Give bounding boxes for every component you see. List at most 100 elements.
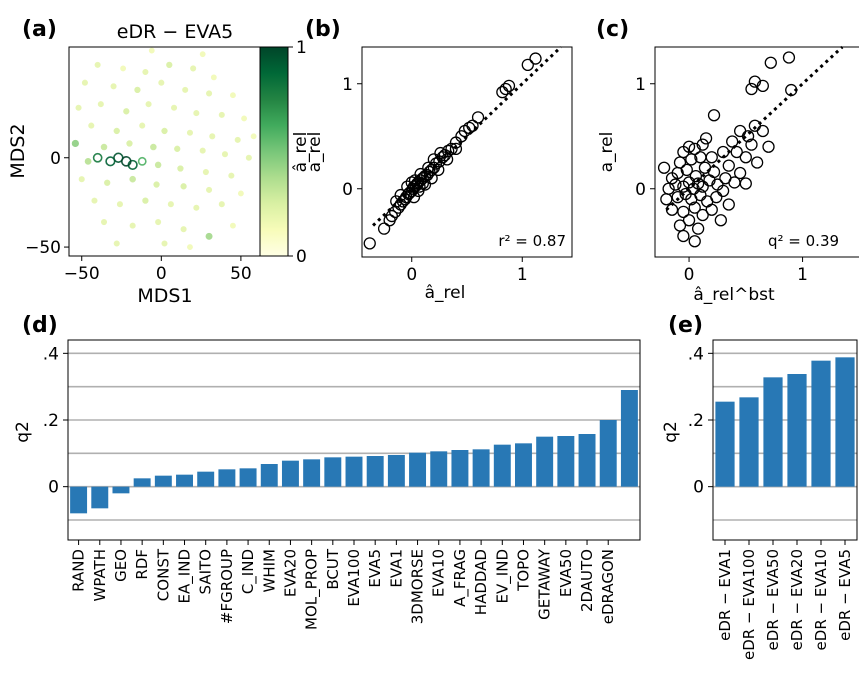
panel-label-a: (a) — [22, 17, 57, 42]
pd-category-label: EVA5 — [366, 549, 384, 588]
mds-point — [137, 156, 147, 166]
pd-category-label: RDF — [133, 549, 151, 580]
mds-point — [161, 240, 168, 247]
pc-ytick-label: 1 — [635, 75, 646, 95]
mds-point — [199, 51, 206, 58]
pd-bar — [218, 469, 236, 487]
mds-point — [100, 143, 108, 151]
panel-c-identity-line — [665, 45, 844, 211]
pd-category-label: EA_IND — [176, 549, 195, 603]
pe-ytick-label: .2 — [688, 411, 704, 431]
pd-bar — [387, 455, 405, 487]
pe-category-label: eDR − EVA10 — [812, 549, 830, 650]
scatter-point — [442, 144, 455, 158]
pd-bar — [599, 420, 617, 487]
mds-point — [145, 101, 152, 108]
pd-bar — [70, 486, 88, 514]
panel-d-bar-chart: 0 .2 .4 RAND WPATH GEO RDF CONST EA_IND SAITO #FG… — [13, 339, 641, 630]
mds-point — [218, 111, 225, 118]
pd-bar — [91, 486, 109, 509]
scatter-point — [466, 119, 479, 132]
pd-category-label: EVA1 — [387, 549, 405, 588]
pd-category-label: eDRAGON — [599, 549, 617, 624]
pd-bar — [472, 449, 490, 487]
panel-d-frame — [67, 339, 641, 541]
scatter-point — [385, 209, 398, 223]
panel-c-ylabel: a_rel — [597, 132, 617, 173]
pd-category-label: GEO — [112, 549, 130, 582]
mds-point — [81, 79, 88, 86]
mds-point — [237, 190, 244, 197]
mds-point — [245, 154, 252, 161]
mds-point — [182, 86, 189, 93]
scatter-point — [688, 235, 701, 248]
mds-point — [234, 136, 241, 143]
scatter-point — [703, 174, 716, 187]
mds-point — [134, 86, 141, 94]
mds-point — [116, 201, 123, 208]
panel-b-ticks: 0 0 1 1 — [342, 75, 528, 285]
scatter-point — [363, 237, 376, 250]
mds-point — [113, 127, 120, 135]
pd-category-label: RAND — [70, 549, 88, 592]
pd-ytick-label: .4 — [43, 344, 59, 364]
pd-category-label: 2DAUTO — [578, 549, 596, 612]
scatter-point — [707, 165, 721, 179]
scatter-point — [748, 75, 762, 88]
scatter-point — [671, 190, 684, 204]
mds-point — [113, 240, 120, 247]
colorbar-label: â_rel — [291, 132, 311, 173]
scatter-point — [696, 138, 709, 151]
mds-point — [202, 169, 209, 176]
pe-category-label: eDR − EVA1 — [716, 549, 734, 641]
colorbar-tick-label-1: 1 — [296, 38, 307, 58]
scatter-point — [682, 214, 696, 227]
mds-point — [210, 74, 217, 81]
pd-bar — [176, 474, 193, 487]
mds-point — [250, 133, 257, 140]
panel-d-category-labels: RAND WPATH GEO RDF CONST EA_IND SAITO #FGROUP C_… — [70, 540, 617, 630]
scatter-point — [418, 178, 432, 191]
panel-d-ylabel: q2 — [13, 421, 33, 443]
pb-ytick-label: 0 — [342, 180, 353, 200]
pb-xtick-label: 0 — [406, 265, 417, 285]
mds-point — [139, 122, 146, 129]
pe-bar — [763, 377, 783, 487]
scatter-point — [745, 138, 758, 151]
pd-category-label: EV_IND — [493, 549, 512, 603]
pd-bar — [536, 436, 554, 487]
panel-e-bar-chart: 0.2.4 eDR − EVA1 eDR − EVA100 eDR − EVA50 e… — [661, 339, 858, 660]
scatter-point — [722, 159, 735, 172]
mds-point — [171, 104, 178, 111]
mds-point — [78, 176, 85, 183]
mds-point — [100, 219, 108, 226]
mds-point — [155, 219, 162, 226]
panel-a-xlabel: MDS1 — [137, 285, 192, 307]
scatter-point — [434, 146, 447, 160]
scatter-point — [401, 180, 414, 193]
panel-a-xtick-label: 50 — [230, 264, 252, 284]
pd-category-label: EVA10 — [430, 549, 448, 597]
pd-bar — [366, 456, 384, 487]
scatter-point — [390, 195, 403, 208]
scatter-point — [685, 153, 698, 166]
scatter-point — [405, 176, 418, 189]
panel-d-ticks: 0 .2 .4 — [43, 344, 68, 498]
pd-category-label: #FGROUP — [218, 549, 236, 624]
mds-point — [71, 139, 79, 148]
pd-category-label: CONST — [154, 548, 172, 601]
scatter-point — [502, 79, 516, 92]
scatter-point — [680, 163, 693, 177]
mds-point — [228, 172, 235, 179]
pe-category-label: eDR − EVA100 — [740, 549, 758, 660]
mds-point — [110, 83, 117, 90]
pe-bar — [835, 357, 855, 487]
pd-category-label: SAITO — [197, 549, 215, 594]
panel-b-points — [363, 52, 542, 250]
mds-point — [104, 179, 111, 186]
panel-d-gridlines — [68, 352, 640, 521]
panel-label-d: (d) — [22, 313, 58, 338]
pd-bar — [303, 459, 321, 487]
panel-b-frame — [361, 46, 573, 258]
